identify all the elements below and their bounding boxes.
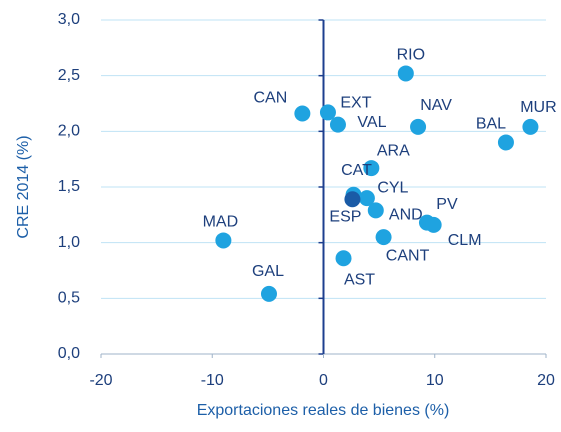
point-label: CANT: [386, 247, 430, 264]
point-label: CAT: [341, 162, 372, 179]
x-tick-label: 20: [537, 372, 555, 389]
point-label: MUR: [520, 99, 556, 116]
x-tick-label: -10: [201, 372, 224, 389]
point: [358, 190, 375, 207]
point: [522, 118, 539, 135]
point: [410, 118, 427, 135]
y-tick-label: 1,0: [58, 234, 80, 251]
point-label: GAL: [252, 263, 284, 280]
point-label: NAV: [420, 97, 452, 114]
point-label: PV: [436, 196, 458, 213]
point: [375, 229, 392, 246]
x-tick-label: -20: [89, 372, 112, 389]
point-label: ESP: [329, 208, 361, 225]
x-axis-label: Exportaciones reales de bienes (%): [197, 402, 450, 419]
point: [335, 250, 352, 267]
point-label: CAN: [253, 90, 287, 107]
y-tick-label: 0,5: [58, 290, 80, 307]
point: [367, 202, 384, 219]
y-tick-label: 0,0: [58, 345, 80, 362]
y-tick-label: 2,5: [58, 67, 80, 84]
x-tick-label: 0: [319, 372, 328, 389]
point-label: CYL: [377, 179, 408, 196]
point-label: VAL: [357, 114, 386, 131]
x-tick-label: 10: [426, 372, 444, 389]
point-label: ARA: [377, 142, 410, 159]
point-label: RIO: [397, 47, 425, 64]
point-label: BAL: [476, 116, 506, 133]
point: [329, 116, 346, 133]
point: [260, 285, 277, 302]
point: [215, 232, 232, 249]
y-tick-label: 1,5: [58, 178, 80, 195]
y-axis-label: CRE 2014 (%): [15, 135, 32, 238]
point: [425, 216, 442, 233]
point: [344, 191, 361, 208]
point-label: MAD: [203, 214, 239, 231]
y-tick-label: 3,0: [58, 11, 80, 28]
point: [319, 104, 336, 121]
point-label: EXT: [340, 95, 371, 112]
point: [363, 160, 380, 177]
point: [397, 65, 414, 82]
point: [497, 134, 514, 151]
point: [294, 105, 311, 122]
point-label: AST: [344, 271, 375, 288]
point-label: CLM: [448, 232, 482, 249]
point-label: AND: [389, 207, 423, 224]
y-tick-label: 2,0: [58, 123, 80, 140]
